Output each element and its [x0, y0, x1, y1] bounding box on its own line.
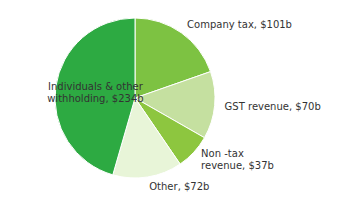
slice-label: Non -taxrevenue, $37b — [201, 148, 274, 171]
slice-label: Company tax, $101b — [187, 19, 292, 30]
slice-label: GST revenue, $70b — [225, 101, 321, 112]
chart: Company tax, $101b GST revenue, $70b Non -… — [0, 0, 356, 200]
slice-label: Other, $72b — [149, 181, 209, 192]
labels: Company tax, $101b GST revenue, $70b Non -… — [47, 19, 321, 192]
slice-label: Individuals & otherwithholding, $234b — [47, 81, 143, 104]
